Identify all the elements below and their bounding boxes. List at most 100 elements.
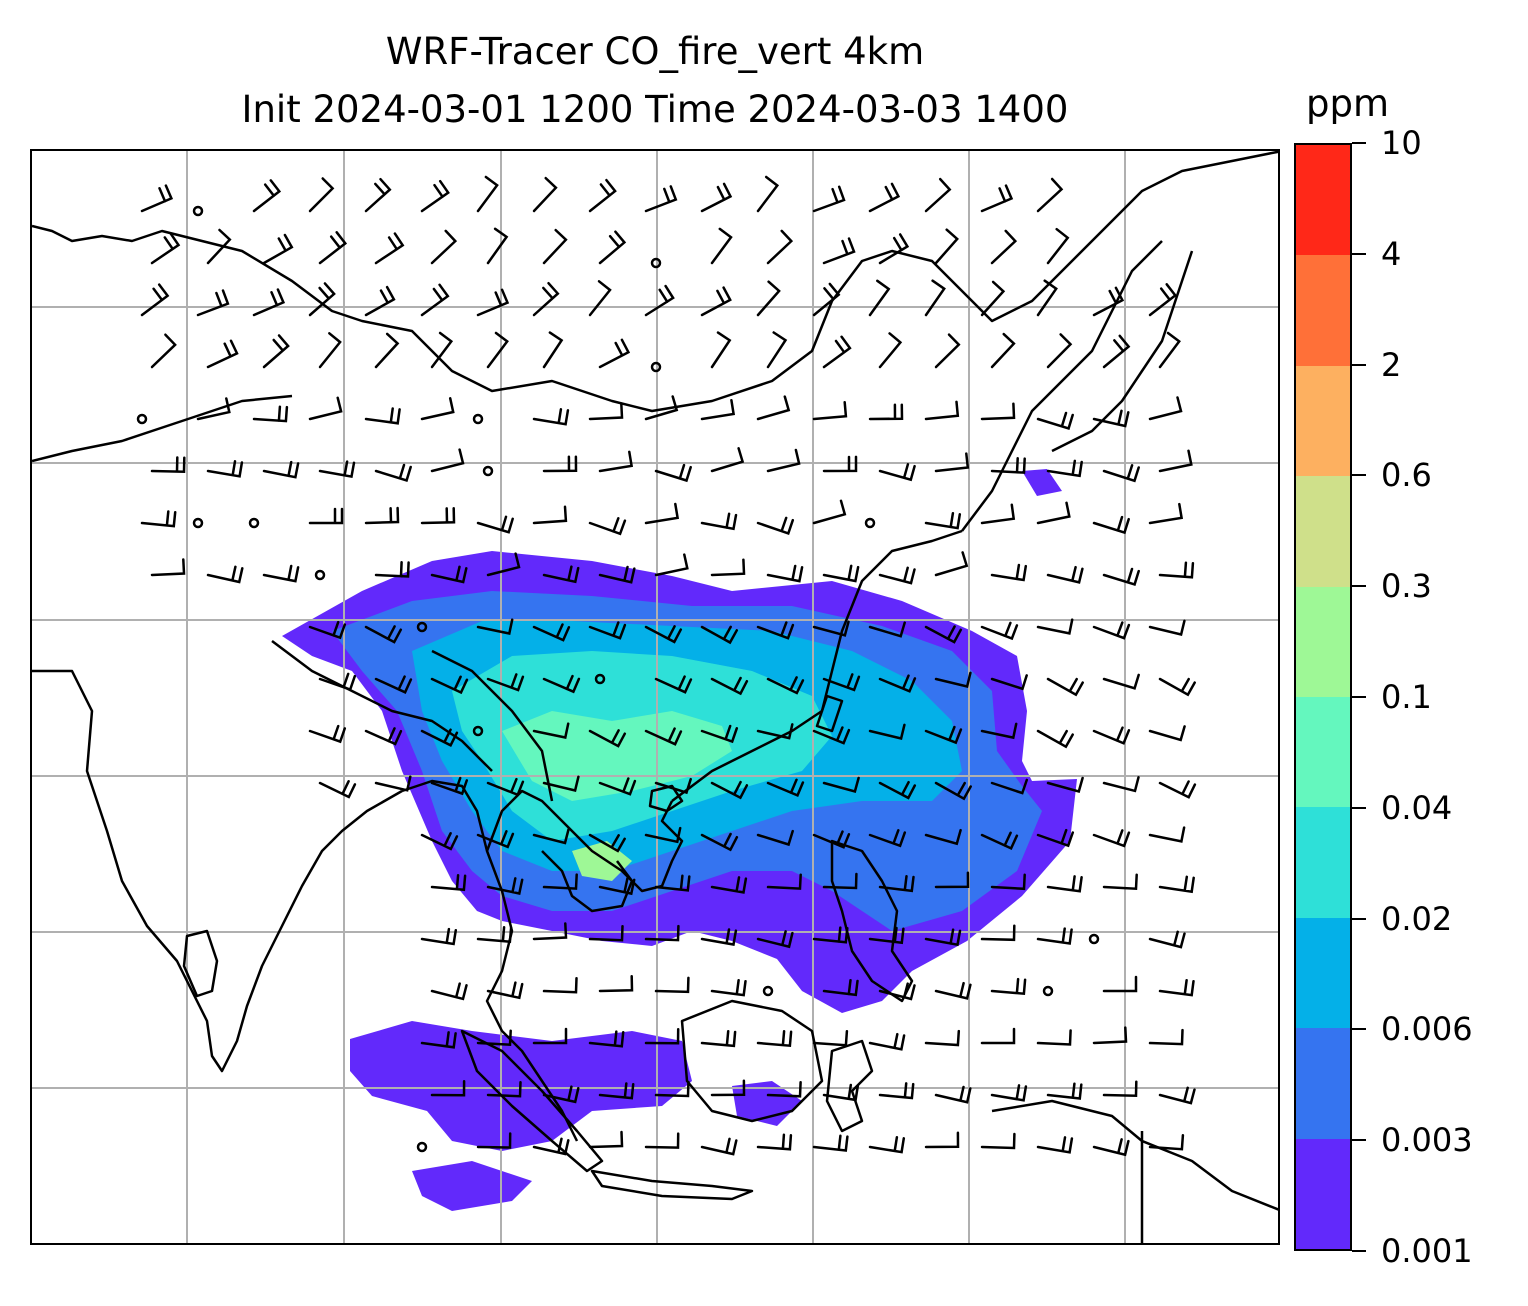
calm-wind-marker bbox=[762, 985, 774, 997]
wind-barb bbox=[644, 185, 678, 213]
wind-barb bbox=[1036, 927, 1073, 945]
wind-barb bbox=[318, 780, 357, 799]
wind-barb bbox=[542, 228, 568, 265]
calm-wind-marker bbox=[416, 621, 428, 633]
wind-barb bbox=[1036, 1136, 1074, 1154]
wind-barb bbox=[542, 775, 580, 793]
wind-barb bbox=[1102, 334, 1131, 369]
coastline-china-south bbox=[671, 529, 963, 802]
wind-barb bbox=[868, 1135, 906, 1154]
wind-barb bbox=[822, 237, 856, 265]
wind-barb bbox=[1102, 975, 1138, 993]
wind-barb bbox=[532, 828, 570, 845]
colorbar-tick-label: 0.001 bbox=[1381, 1232, 1473, 1270]
wind-barb bbox=[588, 1030, 625, 1048]
wind-barb bbox=[1036, 618, 1074, 635]
coastline-srilanka bbox=[182, 929, 219, 998]
wind-barb bbox=[878, 463, 916, 482]
wind-barb bbox=[1158, 875, 1195, 894]
coastline-gulf-thailand bbox=[541, 850, 634, 913]
wind-barb bbox=[654, 553, 689, 577]
wind-barb bbox=[1148, 502, 1184, 525]
wind-barb bbox=[1046, 875, 1083, 893]
wind-barb bbox=[1102, 673, 1140, 690]
wind-barb bbox=[308, 282, 336, 317]
wind-barb bbox=[1046, 1082, 1083, 1100]
wind-barb bbox=[532, 623, 571, 642]
coastline-sulawesi bbox=[825, 1039, 874, 1133]
wind-barb bbox=[980, 831, 1019, 851]
colorbar-tick-label: 0.006 bbox=[1381, 1010, 1473, 1049]
wind-barb bbox=[868, 182, 901, 213]
wind-barb bbox=[598, 565, 636, 584]
wind-barb bbox=[598, 450, 634, 473]
colorbar-tick bbox=[1352, 696, 1366, 698]
wind-barb bbox=[1148, 619, 1186, 637]
wind-barb bbox=[878, 1082, 915, 1100]
wind-barb bbox=[318, 672, 357, 692]
wind-barb bbox=[308, 724, 347, 744]
wind-barb bbox=[1102, 776, 1140, 793]
map-canvas bbox=[32, 151, 1278, 1243]
wind-barb bbox=[1036, 177, 1064, 213]
map-panel[interactable] bbox=[30, 149, 1280, 1245]
colorbar-tick-label: 0.3 bbox=[1381, 567, 1432, 606]
wind-barb bbox=[374, 560, 410, 578]
border-1 bbox=[271, 640, 493, 772]
wind-barb bbox=[486, 1080, 522, 1098]
wind-barb bbox=[878, 874, 915, 893]
wind-barb bbox=[542, 674, 581, 694]
wind-barb bbox=[766, 778, 805, 798]
wind-barb bbox=[1046, 333, 1073, 369]
wind-barb bbox=[868, 403, 904, 421]
wind-barb bbox=[822, 978, 859, 997]
wind-barb bbox=[654, 463, 692, 483]
wind-barb bbox=[756, 1133, 793, 1151]
wind-barb bbox=[364, 285, 396, 317]
wind-barb bbox=[430, 776, 469, 796]
coastline-japan bbox=[1051, 250, 1194, 453]
wind-barb bbox=[654, 1080, 690, 1098]
wind-barb bbox=[374, 463, 412, 482]
wind-barb bbox=[588, 833, 626, 853]
wind-barb bbox=[318, 231, 348, 265]
calm-wind-marker bbox=[650, 257, 662, 269]
wind-barb bbox=[756, 621, 795, 640]
calm-wind-marker bbox=[864, 517, 876, 529]
wind-barb bbox=[140, 510, 177, 528]
colorbar-tick bbox=[1352, 363, 1366, 366]
coastline-india bbox=[32, 669, 403, 1073]
wind-barb bbox=[924, 1029, 961, 1047]
wind-barb bbox=[476, 288, 510, 317]
wind-barb bbox=[598, 1082, 635, 1100]
wind-barb bbox=[700, 1137, 738, 1156]
coastline-newguinea bbox=[991, 1099, 1278, 1211]
colorbar-tick bbox=[1352, 1028, 1366, 1031]
calm-wind-marker bbox=[248, 517, 260, 529]
wind-barb bbox=[766, 448, 801, 473]
wind-barb bbox=[598, 230, 627, 265]
wind-barb bbox=[980, 503, 1016, 525]
wind-barb bbox=[1046, 227, 1070, 265]
wind-barb bbox=[430, 873, 467, 892]
wind-barb bbox=[990, 229, 1018, 265]
wind-barb bbox=[812, 926, 849, 944]
wind-barb bbox=[430, 331, 454, 369]
wind-barb bbox=[588, 924, 624, 942]
wind-barb bbox=[990, 674, 1028, 691]
wind-barb bbox=[934, 1085, 972, 1104]
wind-barb bbox=[486, 552, 521, 577]
wind-barb bbox=[476, 175, 499, 213]
wind-barb bbox=[420, 179, 450, 213]
wind-barb bbox=[374, 332, 400, 369]
calm-wind-marker bbox=[594, 673, 606, 685]
wind-barb bbox=[1036, 1029, 1072, 1046]
wind-barb bbox=[700, 832, 739, 852]
wind-barb bbox=[644, 1028, 680, 1045]
wind-barb bbox=[990, 457, 1026, 474]
wind-barb bbox=[990, 1084, 1028, 1102]
wind-barb bbox=[532, 1137, 570, 1156]
colorbar-segment bbox=[1296, 365, 1350, 477]
wind-barb bbox=[878, 332, 903, 369]
wind-barb bbox=[532, 176, 558, 213]
